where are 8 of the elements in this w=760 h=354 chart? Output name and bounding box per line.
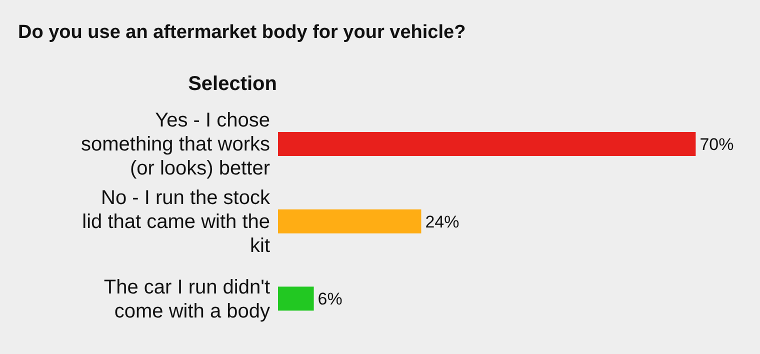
y-tick-label: Yes - I chose something that works (or looks) better xyxy=(81,110,270,180)
y-axis-title: Selection xyxy=(187,73,277,96)
data-label: 70% xyxy=(700,135,734,154)
y-tick-label: No - I run the stock lid that came with the kit xyxy=(82,187,271,257)
chart-title: Do you use an aftermarket body for your vehicle? xyxy=(18,22,466,44)
data-label: 6% xyxy=(318,290,342,309)
data-label: 24% xyxy=(425,212,460,232)
y-tick-label: The car I run didn't come with a body xyxy=(104,276,270,322)
